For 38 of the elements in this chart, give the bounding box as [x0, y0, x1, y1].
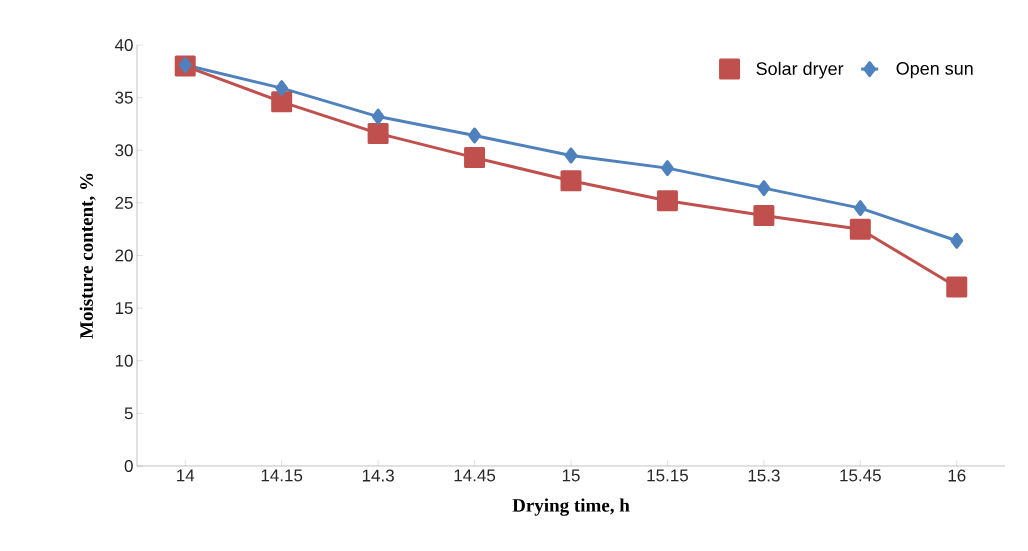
x-tick-label: 14.45: [454, 469, 496, 482]
y-tick-label: 35: [115, 91, 133, 104]
x-tick-label: 14: [177, 469, 195, 482]
point: [371, 108, 385, 125]
point: [271, 91, 293, 113]
y-tick-label: 0: [124, 459, 133, 473]
point: [853, 200, 867, 217]
point: [661, 160, 674, 177]
x-tick-label: 15.3: [748, 469, 780, 482]
x-tick-label: 14.3: [362, 469, 394, 482]
point: [560, 170, 582, 192]
point: [656, 190, 678, 212]
y-tick-label: 15: [115, 302, 133, 315]
x-tick-label: 15.15: [647, 469, 688, 482]
x-tick-label: 16: [948, 469, 966, 482]
point: [275, 80, 289, 97]
point: [950, 232, 964, 249]
y-tick-label: 5: [124, 407, 133, 420]
y-tick-label: 40: [114, 38, 133, 52]
y-tick-label: 20: [115, 249, 133, 262]
x-axis-title: Drying time, h: [512, 498, 630, 516]
legend-label: Solar dryer: [756, 61, 844, 79]
point: [468, 127, 481, 144]
point: [946, 276, 968, 298]
y-tick-label: 30: [115, 144, 133, 157]
point: [849, 218, 871, 240]
point: [464, 147, 486, 169]
y-axis-title: Moisture content, %: [79, 173, 96, 339]
y-tick-label: 10: [115, 354, 133, 367]
x-tick-label: 15: [562, 469, 580, 482]
point: [753, 205, 775, 226]
point: [757, 180, 771, 197]
legend-label: Open sun: [896, 62, 973, 79]
point: [367, 122, 389, 144]
x-tick-label: 15.45: [840, 469, 881, 482]
x-tick-label: 14.15: [261, 469, 303, 482]
point: [564, 147, 578, 164]
y-tick-label: 25: [115, 196, 133, 209]
